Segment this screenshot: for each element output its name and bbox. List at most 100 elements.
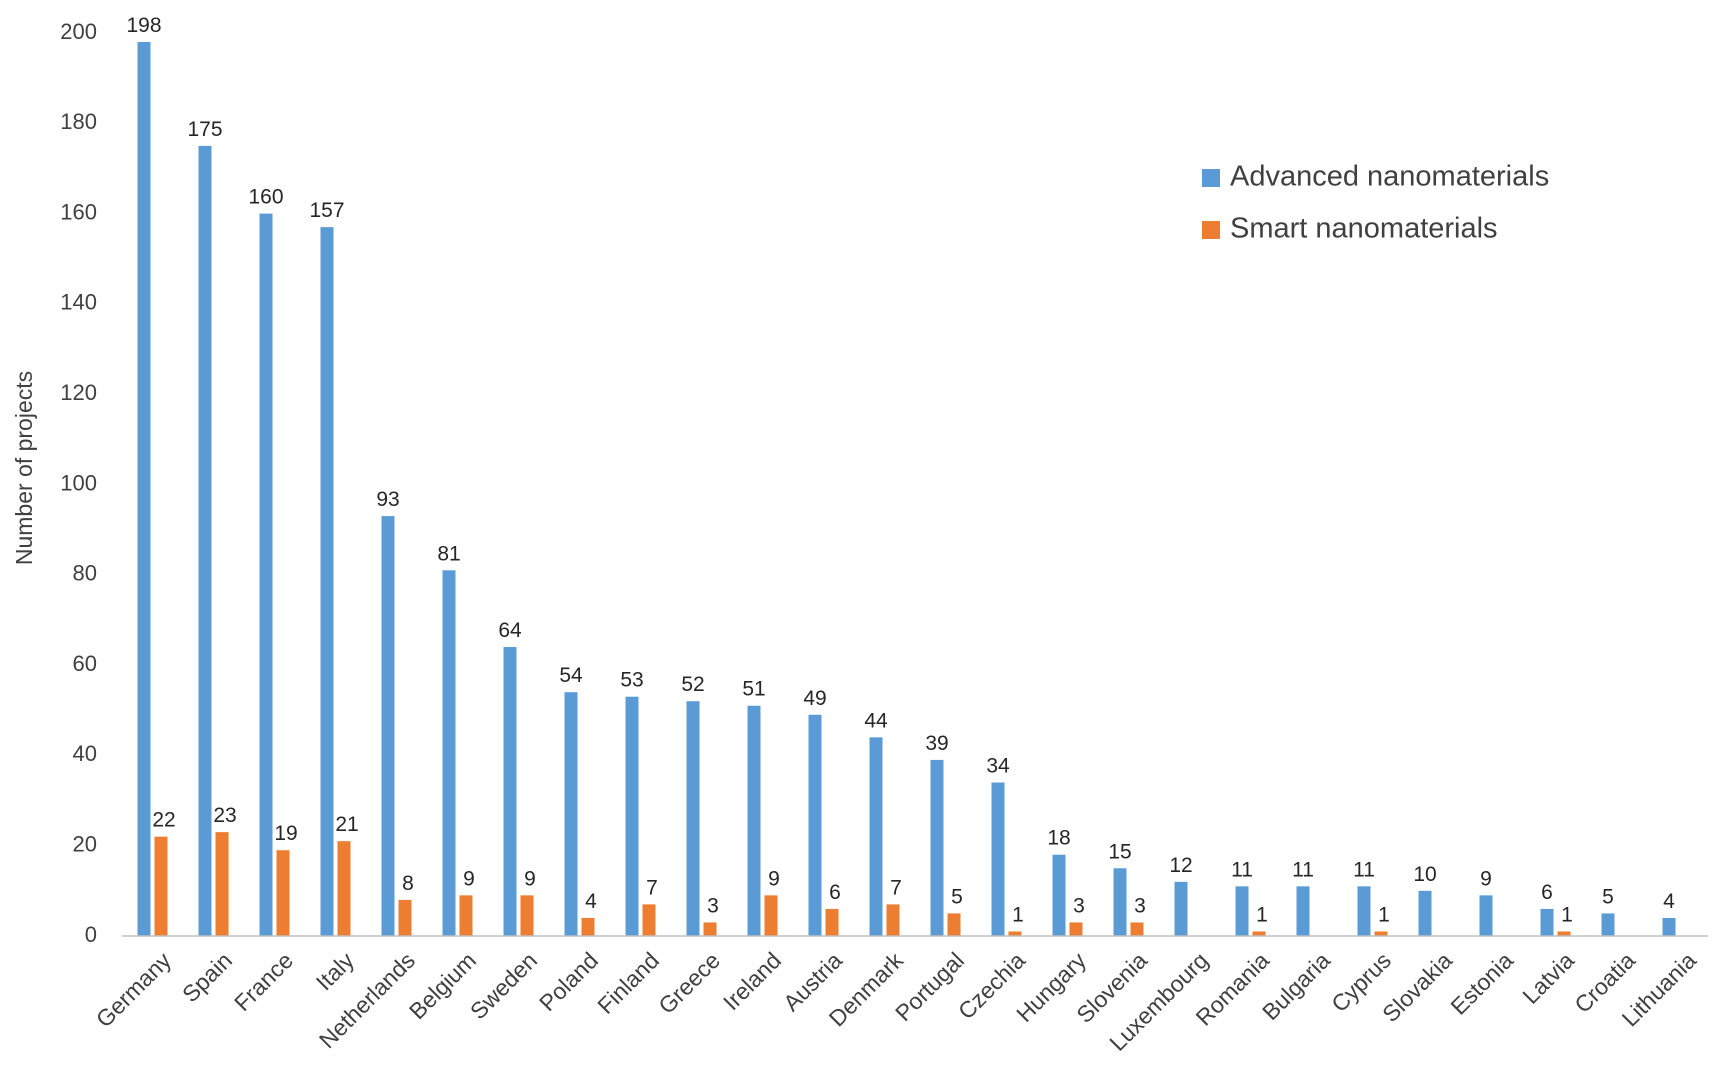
advanced-bar-czechia — [991, 782, 1005, 936]
advanced-value-croatia: 5 — [1602, 885, 1614, 908]
legend-label-advanced: Advanced nanomaterials — [1230, 161, 1549, 193]
advanced-bar-greece — [686, 701, 700, 936]
advanced-value-hungary: 18 — [1047, 827, 1070, 850]
y-tick-label: 20 — [73, 832, 97, 857]
advanced-value-ireland: 51 — [742, 678, 765, 701]
advanced-value-sweden: 64 — [498, 619, 522, 642]
advanced-value-lithuania: 4 — [1663, 890, 1675, 913]
y-tick-label: 200 — [60, 19, 97, 44]
smart-value-romania: 1 — [1256, 903, 1268, 926]
advanced-value-france: 160 — [248, 186, 283, 209]
advanced-bar-germany — [137, 42, 151, 936]
smart-value-ireland: 9 — [768, 867, 780, 890]
smart-value-sweden: 9 — [524, 867, 536, 890]
smart-value-czechia: 1 — [1012, 903, 1024, 926]
smart-bar-finland — [642, 904, 656, 936]
smart-bar-latvia — [1557, 931, 1571, 936]
y-tick-label: 80 — [73, 561, 97, 586]
advanced-value-italy: 157 — [309, 199, 344, 222]
smart-bar-hungary — [1069, 922, 1083, 936]
smart-bar-cyprus — [1374, 931, 1388, 936]
y-axis-label: Number of projects — [11, 371, 37, 565]
bars — [137, 42, 1676, 937]
x-tick-label-ireland: Ireland — [718, 947, 786, 1015]
smart-bar-netherlands — [398, 899, 412, 936]
y-tick-label: 0 — [85, 922, 97, 947]
advanced-value-netherlands: 93 — [376, 488, 399, 511]
smart-value-france: 19 — [274, 822, 297, 845]
y-axis: 0 20 40 60 80 100 120 140 160 180 200 — [60, 19, 97, 947]
advanced-bar-finland — [625, 696, 639, 936]
x-tick-label-bulgaria: Bulgaria — [1257, 947, 1335, 1025]
advanced-value-slovakia: 10 — [1413, 863, 1436, 886]
legend-label-smart: Smart nanomaterials — [1230, 213, 1498, 245]
advanced-value-greece: 52 — [681, 673, 704, 696]
advanced-bar-slovakia — [1418, 890, 1432, 936]
smart-bar-czechia — [1008, 931, 1022, 936]
advanced-bar-belgium — [442, 570, 456, 936]
y-tick-label: 60 — [73, 651, 97, 676]
smart-bar-greece — [703, 922, 717, 936]
smart-value-hungary: 3 — [1073, 894, 1085, 917]
advanced-bar-france — [259, 213, 273, 937]
smart-value-belgium: 9 — [463, 867, 475, 890]
smart-bar-slovenia — [1130, 922, 1144, 936]
legend-swatch-smart — [1202, 221, 1220, 239]
smart-value-latvia: 1 — [1561, 903, 1573, 926]
smart-value-netherlands: 8 — [402, 872, 414, 895]
smart-value-germany: 22 — [152, 809, 175, 832]
advanced-value-finland: 53 — [620, 669, 643, 692]
smart-bar-belgium — [459, 895, 473, 936]
advanced-value-austria: 49 — [803, 687, 826, 710]
advanced-value-germany: 198 — [126, 14, 161, 37]
advanced-bar-luxembourg — [1174, 881, 1188, 936]
smart-value-cyprus: 1 — [1378, 903, 1390, 926]
advanced-value-romania: 11 — [1231, 858, 1253, 881]
smart-bar-ireland — [764, 895, 778, 936]
advanced-bar-slovenia — [1113, 868, 1127, 936]
advanced-bar-lithuania — [1662, 917, 1676, 936]
advanced-bar-hungary — [1052, 854, 1066, 936]
y-tick-label: 140 — [60, 290, 97, 315]
advanced-value-latvia: 6 — [1541, 881, 1553, 904]
x-tick-label-greece: Greece — [653, 947, 725, 1019]
advanced-bar-bulgaria — [1296, 886, 1310, 936]
smart-bar-austria — [825, 908, 839, 936]
smart-bar-denmark — [886, 904, 900, 936]
smart-bar-sweden — [520, 895, 534, 936]
advanced-value-slovenia: 15 — [1108, 840, 1131, 863]
smart-value-austria: 6 — [829, 881, 841, 904]
legend-swatch-advanced — [1202, 169, 1220, 187]
advanced-bar-spain — [198, 145, 212, 936]
advanced-value-bulgaria: 11 — [1292, 858, 1314, 881]
smart-value-italy: 21 — [335, 813, 358, 836]
smart-value-slovenia: 3 — [1134, 894, 1146, 917]
advanced-bar-croatia — [1601, 913, 1615, 936]
smart-value-denmark: 7 — [890, 876, 902, 899]
advanced-bar-netherlands — [381, 516, 395, 936]
data-labels: 1982217523160191572193881964954453752351… — [126, 14, 1675, 926]
advanced-value-spain: 175 — [187, 118, 222, 141]
y-tick-label: 40 — [73, 741, 97, 766]
advanced-bar-poland — [564, 692, 578, 936]
advanced-bar-denmark — [869, 737, 883, 936]
advanced-bar-ireland — [747, 705, 761, 936]
smart-bar-romania — [1252, 931, 1266, 936]
smart-bar-poland — [581, 917, 595, 936]
smart-value-greece: 3 — [707, 894, 719, 917]
advanced-bar-italy — [320, 227, 334, 936]
advanced-value-portugal: 39 — [925, 732, 948, 755]
advanced-bar-estonia — [1479, 895, 1493, 936]
x-tick-label-italy: Italy — [311, 947, 360, 996]
advanced-value-poland: 54 — [559, 664, 583, 687]
x-tick-label-poland: Poland — [534, 947, 603, 1016]
advanced-value-cyprus: 11 — [1353, 858, 1375, 881]
advanced-bar-cyprus — [1357, 886, 1371, 936]
advanced-value-czechia: 34 — [986, 754, 1010, 777]
x-tick-label-france: France — [229, 947, 298, 1016]
y-tick-label: 120 — [60, 380, 97, 405]
x-tick-label-estonia: Estonia — [1445, 947, 1518, 1020]
advanced-value-denmark: 44 — [864, 709, 888, 732]
legend: Advanced nanomaterials Smart nanomaterial… — [1202, 161, 1549, 245]
